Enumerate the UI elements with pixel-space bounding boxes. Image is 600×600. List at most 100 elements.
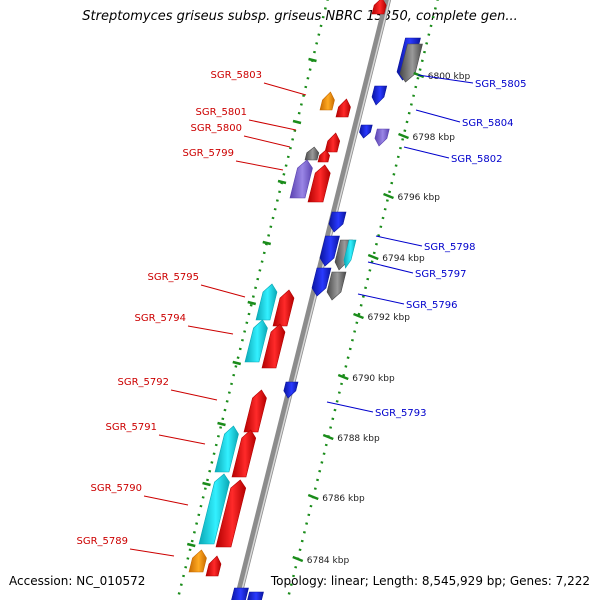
gene-sgr-5798[interactable] (328, 211, 347, 233)
reverse-gene-label[interactable]: SGR_5802 (451, 154, 503, 165)
scale-tick-label: 6790 kbp (352, 374, 395, 384)
reverse-label-leader (415, 109, 461, 123)
gene-sgr-5792[interactable] (243, 389, 267, 433)
scale-tick-mark (337, 373, 349, 381)
gene-labels: SGR_5803 SGR_5801 SGR_5800 SGR_5799 SGR_5795… (77, 70, 527, 557)
gene-sgr-5803-a[interactable] (319, 91, 335, 111)
forward-tick-mark (292, 119, 302, 125)
forward-gene-label[interactable]: SGR_5800 (191, 123, 243, 134)
forward-gene-label[interactable]: SGR_5791 (106, 422, 158, 433)
gene-top-edge[interactable] (371, 0, 387, 15)
scale-tick-mark (307, 493, 319, 501)
gene-sgr-5796-b[interactable] (326, 271, 347, 301)
scale-tick-mark (353, 312, 364, 320)
gene-features (188, 0, 423, 600)
gene-sgr-5797-a[interactable] (319, 235, 340, 267)
gene-bottom-b[interactable] (247, 591, 264, 600)
forward-gene-label[interactable]: SGR_5790 (91, 483, 143, 494)
scale-tick-label: 6788 kbp (337, 434, 380, 444)
scale-tick-label: 6800 kbp (428, 72, 471, 82)
scale-tick-mark (398, 132, 409, 140)
gene-sgr-5802-b[interactable] (374, 128, 390, 147)
backbone-line (233, 0, 392, 600)
gene-sgr-5805-b[interactable] (399, 43, 423, 83)
reverse-label-leader (375, 235, 423, 247)
scale-tick-label: 6798 kbp (413, 133, 456, 143)
forward-tick-mark (262, 240, 272, 246)
gene-sgr-5790-b[interactable] (215, 479, 247, 548)
forward-tick-mark (277, 179, 287, 185)
scale-ticks: 6800 kbp 6798 kbp 6796 kbp 6794 kbp 6792 kbp… (186, 57, 471, 566)
forward-gene-label[interactable]: SGR_5795 (148, 272, 200, 283)
reverse-gene-label[interactable]: SGR_5796 (406, 300, 458, 311)
forward-gene-label[interactable]: SGR_5794 (135, 313, 187, 324)
gene-sgr-5794-a[interactable] (244, 319, 268, 363)
reverse-gene-label[interactable]: SGR_5798 (424, 242, 476, 253)
scale-tick-label: 6786 kbp (322, 494, 365, 504)
scale-tick-label: 6792 kbp (368, 313, 411, 323)
forward-label-leader (129, 548, 175, 557)
reverse-gene-label[interactable]: SGR_5793 (375, 408, 427, 419)
gene-sgr-5802-a[interactable] (359, 124, 373, 139)
gene-sgr-5789-b[interactable] (205, 555, 222, 577)
gene-sgr-5799-b[interactable] (307, 164, 331, 203)
forward-tick-mark (232, 360, 242, 366)
scale-tick-label: 6784 kbp (307, 556, 350, 566)
genome-summary: Topology: linear; Length: 8,545,929 bp; … (270, 574, 590, 588)
scale-tick-label: 6794 kbp (382, 254, 425, 264)
gene-sgr-5789-a[interactable] (188, 549, 207, 573)
gene-sgr-5795-b[interactable] (272, 289, 295, 327)
forward-gene-label[interactable]: SGR_5799 (183, 148, 235, 159)
forward-gene-label[interactable]: SGR_5789 (77, 536, 129, 547)
forward-label-leader (143, 495, 189, 506)
gene-sgr-5799-a[interactable] (289, 159, 313, 199)
gene-sgr-5794-b[interactable] (261, 323, 286, 369)
accession-text: Accession: NC_010572 (9, 574, 146, 588)
forward-tick-mark (308, 57, 317, 63)
forward-tick-mark (202, 481, 211, 487)
gene-sgr-5795-a[interactable] (255, 283, 278, 321)
forward-label-leader (248, 119, 297, 131)
map-title: Streptomyces griseus subsp. griseus NBRC… (82, 9, 518, 24)
reverse-gene-label[interactable]: SGR_5797 (415, 269, 467, 280)
scale-tick-mark (383, 192, 394, 200)
reverse-strand-guide (286, 0, 439, 600)
gene-sgr-5800-b[interactable] (317, 149, 330, 163)
scale-tick-mark (367, 253, 379, 261)
forward-label-leader (158, 434, 206, 445)
forward-label-leader (200, 284, 246, 298)
scale-tick-label: 6796 kbp (398, 193, 441, 203)
forward-gene-label[interactable]: SGR_5801 (196, 107, 248, 118)
reverse-label-leader (357, 293, 405, 305)
reverse-label-leader (326, 401, 374, 413)
scale-tick-mark (292, 555, 304, 563)
forward-label-leader (263, 82, 307, 96)
forward-label-leader (187, 325, 234, 335)
reverse-label-leader (367, 261, 414, 274)
forward-label-leader (243, 135, 291, 148)
gene-sgr-5790-a[interactable] (198, 473, 230, 545)
gene-sgr-5791-b[interactable] (231, 429, 257, 478)
gene-sgr-5791-a[interactable] (214, 425, 239, 473)
gene-sgr-5800-a[interactable] (304, 146, 320, 161)
gene-sgr-5803-b[interactable] (335, 98, 351, 118)
forward-label-leader (170, 389, 218, 401)
gene-sgr-5797-c[interactable] (343, 239, 357, 269)
forward-tick-mark (247, 300, 257, 306)
forward-strand-guide (176, 0, 329, 600)
scale-tick-mark (322, 433, 334, 441)
gene-sgr-5793[interactable] (283, 381, 299, 399)
gene-sgr-5801[interactable] (324, 132, 341, 153)
reverse-gene-label[interactable]: SGR_5805 (475, 79, 527, 90)
forward-gene-label[interactable]: SGR_5803 (211, 70, 263, 81)
gene-sgr-5796-a[interactable] (311, 267, 332, 297)
gene-sgr-5804[interactable] (371, 85, 388, 106)
forward-gene-label[interactable]: SGR_5792 (118, 377, 170, 388)
reverse-label-leader (403, 146, 450, 159)
forward-label-leader (235, 160, 284, 171)
gene-bottom-a[interactable] (231, 587, 249, 600)
strand-guides (176, 0, 439, 600)
genome-backbone (233, 0, 392, 600)
reverse-gene-label[interactable]: SGR_5804 (462, 118, 514, 129)
forward-tick-mark (186, 542, 196, 548)
